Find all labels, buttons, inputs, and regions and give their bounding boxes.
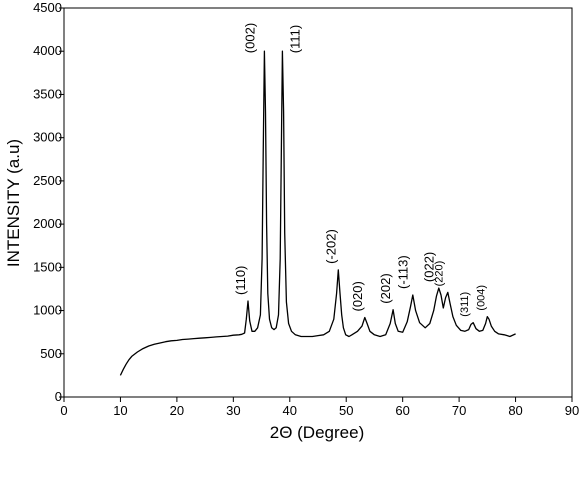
y-tick-label: 3500: [33, 86, 62, 101]
y-tick-label: 2000: [33, 216, 62, 231]
x-tick-label: 70: [452, 403, 466, 418]
x-tick-label: 40: [283, 403, 297, 418]
plot-frame: [63, 7, 573, 398]
peak-label: (004): [475, 285, 487, 311]
x-tick-label: 60: [395, 403, 409, 418]
y-tick-label: 0: [55, 389, 62, 404]
y-tick-label: 500: [40, 346, 62, 361]
x-tick-label: 90: [565, 403, 579, 418]
x-tick-label: 80: [508, 403, 522, 418]
peak-label: (110): [233, 266, 248, 295]
y-tick-label: 1000: [33, 303, 62, 318]
x-tick-label: 30: [226, 403, 240, 418]
peak-label: (-113): [396, 255, 411, 289]
x-tick-label: 10: [113, 403, 127, 418]
peak-label: (-202): [323, 229, 338, 264]
peak-label: (311): [459, 292, 471, 317]
peak-label: (022): [422, 252, 437, 282]
series-line-0: [119, 50, 516, 376]
ticks: 0 10 20 30 40 50 60 70 80 90 0 500 1000 1500 2000 2500 3…: [33, 0, 579, 418]
axes: [63, 7, 573, 398]
peak-annotations: (110) (002) (111) (-202) (020) (202) (-113) (02…: [233, 23, 487, 317]
x-tick-label: 20: [170, 403, 184, 418]
y-tick-label: 2500: [33, 173, 62, 188]
peak-label: (002): [242, 23, 257, 53]
x-tick-label: 50: [339, 403, 353, 418]
peak-label: (020): [350, 281, 365, 311]
peak-label: (202): [378, 273, 393, 303]
x-tick-label: 0: [60, 403, 67, 418]
peak-label: (220): [434, 261, 446, 287]
y-tick-label: 4500: [33, 0, 62, 15]
y-axis-title: INTENSITY (a.u): [4, 139, 23, 267]
plot-area: [119, 50, 516, 376]
y-tick-label: 1500: [33, 259, 62, 274]
y-tick-label: 4000: [33, 43, 62, 58]
y-tick-label: 3000: [33, 130, 62, 145]
peak-label: (111): [287, 25, 302, 53]
x-axis-title: 2Θ (Degree): [270, 423, 364, 442]
